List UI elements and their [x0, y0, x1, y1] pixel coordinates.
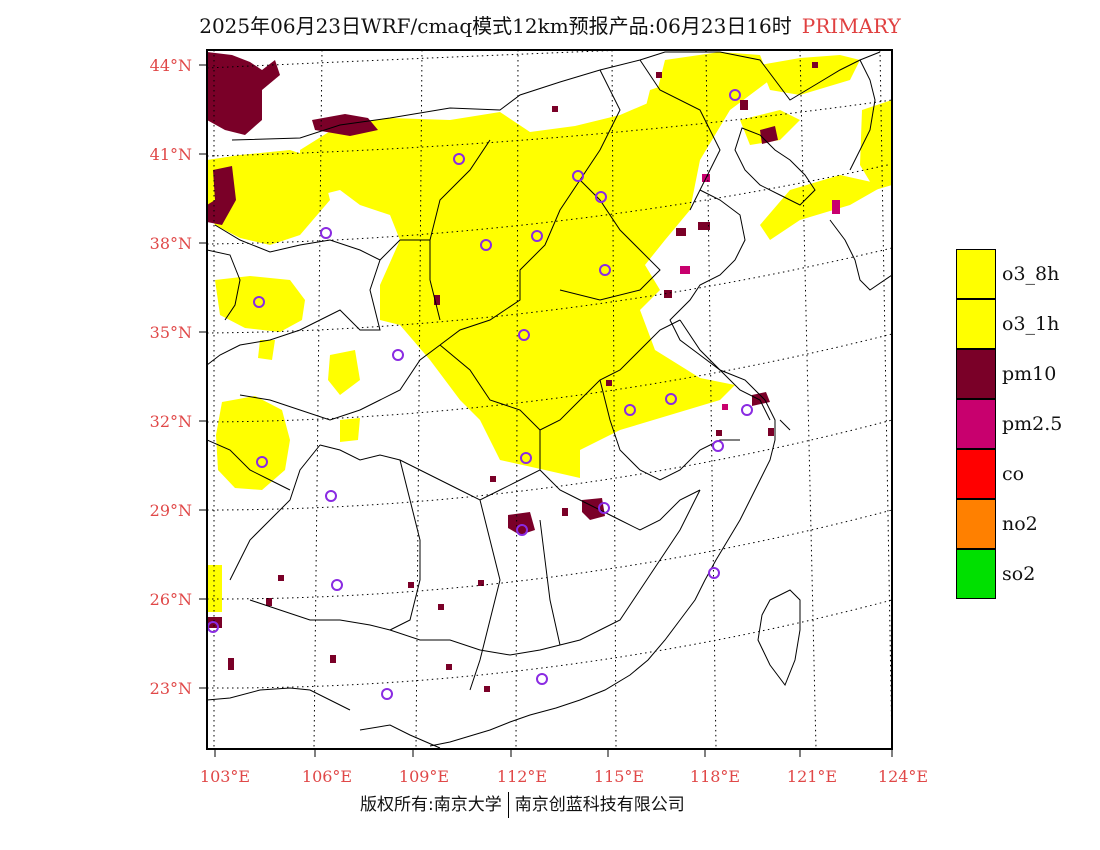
- legend-swatch: [956, 249, 996, 299]
- lat-labels: 44°N 41°N 38°N 35°N 32°N 29°N 26°N 23°N: [150, 56, 192, 698]
- copyright-footer: 版权所有:南京大学 南京创蓝科技有限公司: [360, 790, 685, 818]
- legend-label: no2: [1002, 513, 1038, 535]
- lat-label: 35°N: [150, 323, 192, 342]
- legend-swatch: [956, 499, 996, 549]
- title-tag: PRIMARY: [801, 14, 901, 38]
- lat-label: 29°N: [150, 501, 192, 520]
- lon-label: 121°E: [787, 767, 837, 786]
- lat-label: 26°N: [150, 590, 192, 609]
- lat-label: 41°N: [150, 145, 192, 164]
- lon-labels: 103°E 106°E 109°E 112°E 115°E 118°E 121°…: [200, 767, 928, 786]
- lat-label: 32°N: [150, 412, 192, 431]
- title-text: 2025年06月23日WRF/cmaq模式12km预报产品:06月23日16时: [199, 14, 792, 38]
- legend-label: co: [1002, 463, 1025, 485]
- tick-marks: [199, 64, 893, 757]
- lon-label: 124°E: [878, 767, 928, 786]
- copyright-left: 版权所有:南京大学: [360, 795, 502, 815]
- lon-label: 106°E: [302, 767, 352, 786]
- lon-label: 112°E: [497, 767, 547, 786]
- legend-label: o3_8h: [1002, 263, 1060, 285]
- lon-label: 115°E: [594, 767, 644, 786]
- legend-swatch: [956, 349, 996, 399]
- legend-swatch: [956, 449, 996, 499]
- map-title: 2025年06月23日WRF/cmaq模式12km预报产品:06月23日16时 P…: [0, 10, 1100, 39]
- legend-swatch: [956, 299, 996, 349]
- lat-label: 44°N: [150, 56, 192, 75]
- legend-label: o3_1h: [1002, 313, 1060, 335]
- lon-label: 118°E: [690, 767, 740, 786]
- coastline: [359, 59, 892, 749]
- legend-swatch: [956, 399, 996, 449]
- copyright-right: 南京创蓝科技有限公司: [514, 795, 685, 815]
- legend-label: so2: [1002, 563, 1036, 585]
- lat-label: 23°N: [150, 679, 192, 698]
- lat-label: 38°N: [150, 234, 192, 253]
- footer-divider: [507, 792, 509, 818]
- lon-label: 109°E: [399, 767, 449, 786]
- legend-swatch: [956, 549, 996, 599]
- legend-label: pm10: [1002, 363, 1057, 385]
- station-markers: [207, 89, 753, 700]
- province-borders: [207, 51, 881, 711]
- graticule: [207, 50, 892, 749]
- legend-label: pm2.5: [1002, 413, 1063, 435]
- lon-label: 103°E: [200, 767, 250, 786]
- map-frame: [206, 49, 893, 750]
